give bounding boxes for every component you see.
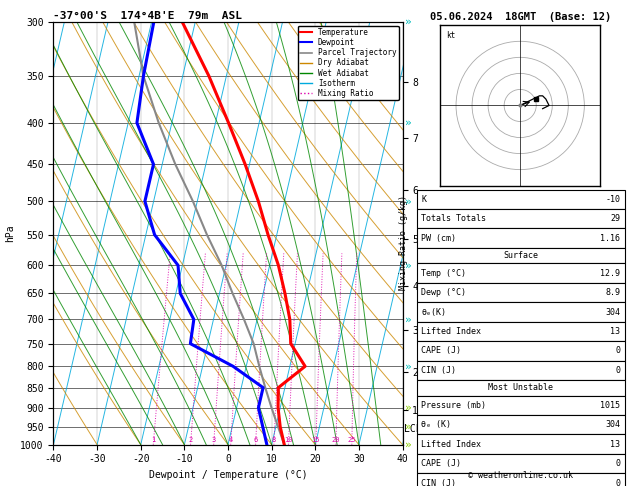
Text: -37°00'S  174°4B'E  79m  ASL: -37°00'S 174°4B'E 79m ASL [53, 11, 242, 21]
Text: -10: -10 [605, 195, 620, 204]
Text: »: » [406, 440, 412, 450]
Text: 25: 25 [348, 437, 356, 443]
Text: 15: 15 [311, 437, 320, 443]
Text: »: » [406, 403, 412, 413]
Text: 1015: 1015 [600, 401, 620, 410]
Text: »: » [406, 17, 412, 27]
Text: Most Unstable: Most Unstable [488, 383, 554, 392]
Text: CIN (J): CIN (J) [421, 366, 457, 375]
Text: »: » [406, 361, 412, 371]
Text: 1: 1 [151, 437, 155, 443]
Text: 3: 3 [211, 437, 216, 443]
Text: Temp (°C): Temp (°C) [421, 269, 467, 278]
Text: Mixing Ratio (g/kg): Mixing Ratio (g/kg) [399, 195, 408, 291]
Text: 29: 29 [610, 214, 620, 223]
Text: 13: 13 [610, 440, 620, 449]
Text: θₑ(K): θₑ(K) [421, 308, 447, 316]
Text: »: » [406, 118, 412, 128]
Text: LCL: LCL [404, 423, 421, 434]
Text: 13: 13 [610, 327, 620, 336]
Text: θₑ (K): θₑ (K) [421, 420, 452, 429]
Text: 10: 10 [284, 437, 292, 443]
Text: 0: 0 [615, 347, 620, 355]
Text: 8: 8 [272, 437, 276, 443]
Text: 4: 4 [228, 437, 233, 443]
Text: kt: kt [447, 31, 455, 40]
Text: CAPE (J): CAPE (J) [421, 459, 462, 468]
Text: 304: 304 [605, 420, 620, 429]
Text: 2: 2 [189, 437, 192, 443]
Text: 304: 304 [605, 308, 620, 316]
Text: Totals Totals: Totals Totals [421, 214, 486, 223]
Text: 8.9: 8.9 [605, 288, 620, 297]
Text: CAPE (J): CAPE (J) [421, 347, 462, 355]
Text: Surface: Surface [503, 251, 538, 260]
Text: »: » [406, 422, 412, 432]
Text: 0: 0 [615, 366, 620, 375]
Text: 0: 0 [615, 479, 620, 486]
Text: 12.9: 12.9 [600, 269, 620, 278]
Text: 6: 6 [253, 437, 258, 443]
Text: Pressure (mb): Pressure (mb) [421, 401, 486, 410]
Text: »: » [406, 314, 412, 325]
Text: 05.06.2024  18GMT  (Base: 12): 05.06.2024 18GMT (Base: 12) [430, 12, 611, 22]
X-axis label: Dewpoint / Temperature (°C): Dewpoint / Temperature (°C) [148, 470, 308, 480]
Text: Lifted Index: Lifted Index [421, 440, 481, 449]
Y-axis label: km
ASL: km ASL [423, 223, 441, 244]
Text: »: » [406, 260, 412, 270]
Text: CIN (J): CIN (J) [421, 479, 457, 486]
Text: Dewp (°C): Dewp (°C) [421, 288, 467, 297]
Text: 1.16: 1.16 [600, 234, 620, 243]
Y-axis label: hPa: hPa [4, 225, 14, 242]
Text: 0: 0 [615, 459, 620, 468]
Text: »: » [406, 196, 412, 206]
Text: Lifted Index: Lifted Index [421, 327, 481, 336]
Legend: Temperature, Dewpoint, Parcel Trajectory, Dry Adiabat, Wet Adiabat, Isotherm, Mi: Temperature, Dewpoint, Parcel Trajectory… [298, 26, 399, 100]
Text: 20: 20 [331, 437, 340, 443]
Text: PW (cm): PW (cm) [421, 234, 457, 243]
Text: K: K [421, 195, 426, 204]
Text: © weatheronline.co.uk: © weatheronline.co.uk [469, 471, 573, 480]
